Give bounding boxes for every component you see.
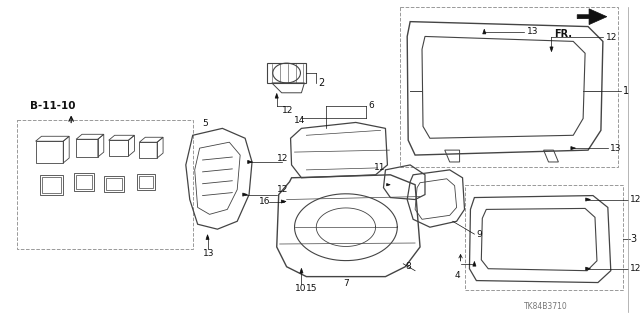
Text: 11: 11 <box>374 163 385 172</box>
Polygon shape <box>577 9 607 25</box>
Polygon shape <box>248 160 252 164</box>
Text: 10: 10 <box>294 284 306 293</box>
Polygon shape <box>206 235 209 240</box>
Bar <box>76 175 92 189</box>
Text: 13: 13 <box>610 144 621 152</box>
Polygon shape <box>275 93 278 98</box>
Text: 12: 12 <box>276 185 288 194</box>
Polygon shape <box>243 193 248 196</box>
Text: 2: 2 <box>318 78 324 88</box>
Bar <box>138 174 155 189</box>
Text: 16: 16 <box>259 197 271 206</box>
Bar <box>140 176 153 188</box>
Text: 14: 14 <box>294 116 305 125</box>
Text: 9: 9 <box>476 230 482 239</box>
Text: TK84B3710: TK84B3710 <box>524 302 568 311</box>
Text: 5: 5 <box>203 119 209 128</box>
Text: 13: 13 <box>527 27 538 36</box>
Bar <box>17 121 193 249</box>
Polygon shape <box>282 200 286 203</box>
Text: 12: 12 <box>276 153 288 162</box>
Text: 3: 3 <box>630 234 637 244</box>
Polygon shape <box>586 267 591 270</box>
Text: 13: 13 <box>203 249 214 258</box>
Polygon shape <box>483 29 486 34</box>
Text: 8: 8 <box>405 262 411 271</box>
Bar <box>42 177 61 193</box>
Bar <box>104 176 124 192</box>
Polygon shape <box>586 198 591 201</box>
Text: 12: 12 <box>282 106 293 115</box>
Polygon shape <box>387 183 390 186</box>
Text: 6: 6 <box>369 101 374 110</box>
Bar <box>106 178 122 189</box>
Bar <box>400 7 618 167</box>
Text: 15: 15 <box>307 284 318 293</box>
Bar <box>74 173 94 191</box>
Bar <box>40 175 63 195</box>
Text: 7: 7 <box>343 279 349 288</box>
Text: FR.: FR. <box>554 28 572 39</box>
Polygon shape <box>550 47 553 52</box>
Text: 12: 12 <box>606 33 617 42</box>
Polygon shape <box>300 268 303 273</box>
Bar <box>465 185 623 291</box>
Text: 1: 1 <box>623 86 628 96</box>
Polygon shape <box>571 146 575 150</box>
Text: 4: 4 <box>454 271 460 280</box>
Text: 12: 12 <box>630 264 640 273</box>
Text: B-11-10: B-11-10 <box>29 100 75 111</box>
Polygon shape <box>473 261 476 266</box>
Text: 12: 12 <box>630 195 640 204</box>
